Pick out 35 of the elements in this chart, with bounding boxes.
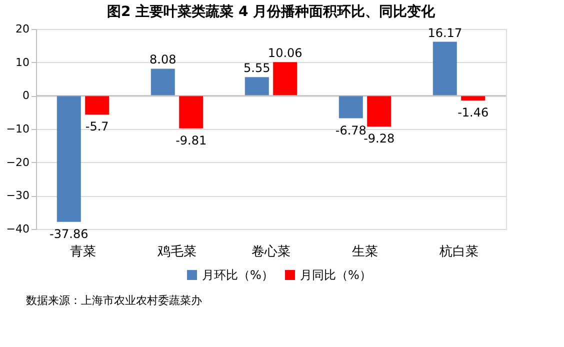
x-tick-label: 生菜 — [352, 244, 378, 260]
data-label: -5.7 — [85, 120, 109, 134]
data-label: -6.78 — [335, 123, 366, 138]
data-label: 8.08 — [150, 52, 176, 67]
y-tick-label: 10 — [16, 56, 30, 69]
chart-title: 图2 主要叶菜类蔬菜 4 月份播种面积环比、同比变化 — [106, 3, 436, 20]
legend-label: 月同比（%） — [300, 268, 372, 282]
bar — [56, 96, 81, 222]
y-tick-label: −30 — [6, 189, 30, 202]
bar — [367, 96, 392, 127]
bar — [432, 42, 457, 96]
y-tick-label: −40 — [6, 222, 30, 236]
y-tick-label: −10 — [6, 122, 30, 136]
bar — [179, 96, 204, 128]
y-tick-label: 20 — [16, 22, 30, 36]
bar — [150, 68, 175, 96]
data-label: 10.06 — [268, 46, 302, 60]
bar — [338, 96, 363, 118]
bar — [244, 77, 269, 96]
x-tick-label: 杭白菜 — [438, 244, 478, 260]
bar — [85, 96, 110, 115]
data-label: -1.46 — [458, 106, 489, 120]
data-label: -37.86 — [50, 226, 88, 241]
data-label: -9.81 — [176, 133, 207, 148]
data-label: 16.17 — [428, 26, 462, 40]
y-tick-label: 0 — [22, 89, 30, 102]
legend-label: 月环比（%） — [202, 268, 274, 282]
source-note: 数据来源：上海市农业农村委蔬菜办 — [26, 294, 202, 307]
x-tick-label: 青菜 — [70, 244, 96, 260]
bar — [461, 96, 486, 101]
y-tick-label: −20 — [6, 156, 30, 169]
bar — [273, 62, 298, 96]
x-tick-label: 卷心菜 — [252, 244, 290, 260]
x-tick-label: 鸡毛菜 — [156, 244, 196, 260]
data-label: 5.55 — [244, 61, 270, 76]
